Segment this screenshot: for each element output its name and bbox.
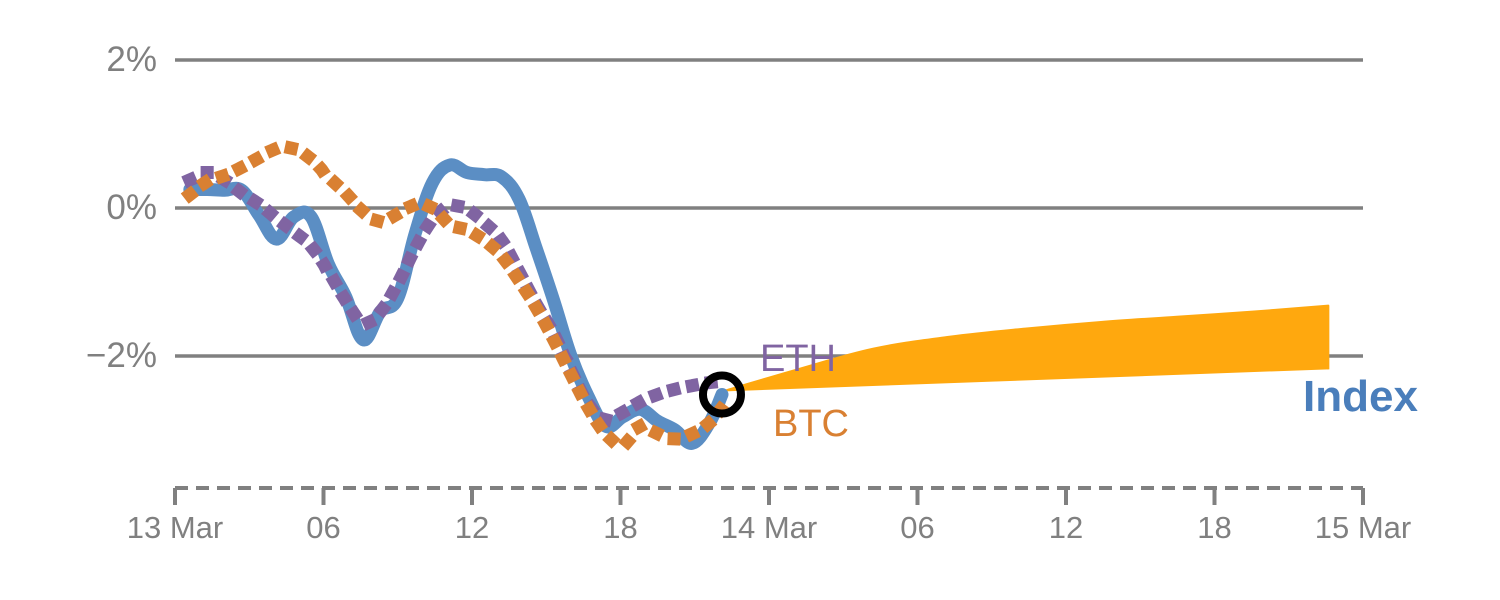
y-axis-tick-label-2: −2% xyxy=(85,336,157,375)
x-axis-tick-label-7: 18 xyxy=(1197,510,1232,545)
current-point-marker-group xyxy=(698,371,745,418)
forecast-band-group xyxy=(721,304,1330,393)
x-axis-tick-label-5: 06 xyxy=(900,510,935,545)
x-axis-tick-label-2: 12 xyxy=(454,510,490,545)
series-line-eth xyxy=(181,165,729,427)
x-axis-tick-label-3: 18 xyxy=(603,510,638,545)
current-point-marker[interactable] xyxy=(698,371,745,418)
y-axis-tick-label-0: 2% xyxy=(106,40,157,79)
series-lines-group xyxy=(180,141,732,452)
series-line-btc xyxy=(180,141,732,452)
x-axis-tick-label-0: 13 Mar xyxy=(126,510,224,545)
forecast-band xyxy=(721,304,1330,393)
x-axis-group xyxy=(173,486,1365,505)
x-axis-tick-label-8: 15 Mar xyxy=(1314,510,1412,545)
series-annotation-index: Index xyxy=(1303,372,1418,421)
series-annotation-btc: BTC xyxy=(773,403,849,445)
series-annotation-eth: ETH xyxy=(760,338,836,380)
y-axis-tick-label-1: 0% xyxy=(106,188,157,227)
x-axis-tick-label-1: 06 xyxy=(306,510,341,545)
x-axis-tick-label-4: 14 Mar xyxy=(720,510,818,545)
x-axis-tick-label-6: 12 xyxy=(1048,510,1084,545)
